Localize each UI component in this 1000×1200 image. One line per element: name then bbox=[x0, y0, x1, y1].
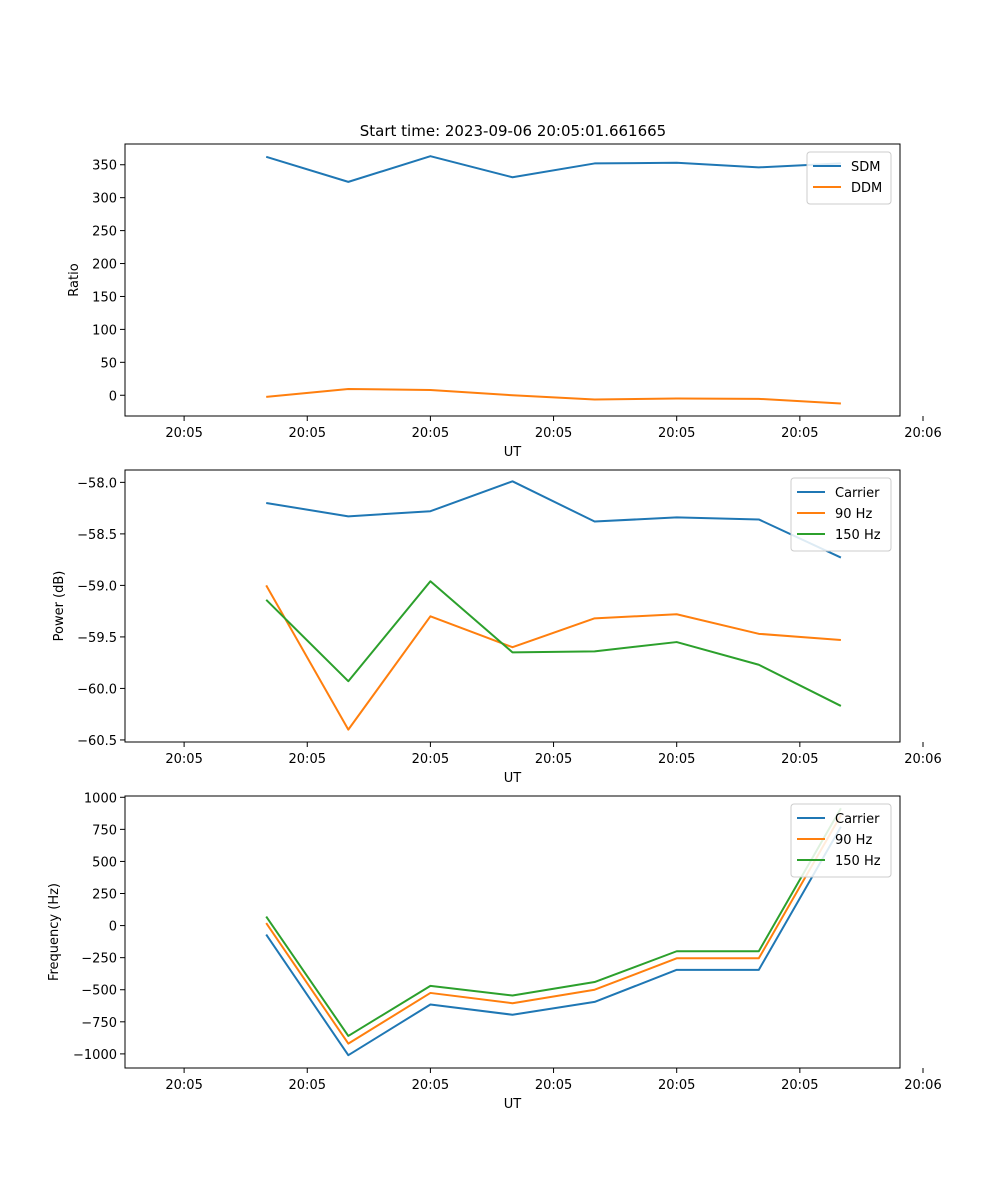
x-tick-label: 20:05 bbox=[535, 1078, 572, 1093]
y-tick-label: −60.5 bbox=[77, 734, 117, 749]
legend-label-ddm: DDM bbox=[851, 181, 882, 196]
y-tick-label: 750 bbox=[92, 823, 117, 838]
y-tick-label: −58.0 bbox=[77, 476, 117, 491]
y-tick-label: 350 bbox=[92, 159, 117, 174]
series-line-150-hz bbox=[265, 580, 842, 707]
y-tick-label: 250 bbox=[92, 888, 117, 903]
series-line-ddm bbox=[266, 388, 841, 405]
series-line-carrier bbox=[266, 480, 842, 559]
y-tick-label: −58.5 bbox=[77, 528, 117, 543]
y-tick-label: 100 bbox=[92, 323, 117, 338]
legend: Carrier 90 Hz 150 Hz bbox=[790, 477, 892, 552]
axes-frame bbox=[124, 469, 901, 743]
x-tick-label: 20:06 bbox=[904, 426, 941, 441]
x-tick-label: 20:05 bbox=[289, 1078, 326, 1093]
y-tick-label: −750 bbox=[81, 1016, 117, 1031]
series-line-sdm bbox=[265, 155, 841, 183]
x-tick-label: 20:05 bbox=[412, 426, 449, 441]
legend-label-carrier: Carrier bbox=[835, 486, 880, 501]
x-axis-label: UT bbox=[504, 771, 522, 786]
legend-label-carrier: Carrier bbox=[835, 812, 880, 827]
x-tick-label: 20:05 bbox=[658, 1078, 695, 1093]
y-tick-label: −59.0 bbox=[77, 579, 117, 594]
x-tick-label: 20:05 bbox=[781, 752, 818, 767]
y-tick-label: −59.5 bbox=[77, 631, 117, 646]
x-axis-label: UT bbox=[504, 445, 522, 460]
legend: Carrier 90 Hz 150 Hz bbox=[790, 803, 892, 878]
x-tick-label: 20:06 bbox=[904, 1078, 941, 1093]
x-tick-label: 20:05 bbox=[165, 752, 202, 767]
y-tick-label: −1000 bbox=[73, 1048, 117, 1063]
y-tick-label: −250 bbox=[81, 952, 117, 967]
legend-label-sdm: SDM bbox=[851, 160, 880, 175]
y-tick-label: 0 bbox=[109, 920, 117, 935]
axes-frame bbox=[124, 143, 901, 417]
y-axis-label: Ratio bbox=[67, 263, 82, 296]
x-tick-label: 20:05 bbox=[535, 426, 572, 441]
series-line-90-hz bbox=[265, 584, 841, 731]
axes-frame bbox=[124, 795, 901, 1069]
y-tick-label: 500 bbox=[92, 855, 117, 870]
y-tick-label: −500 bbox=[81, 984, 117, 999]
y-tick-label: 300 bbox=[92, 192, 117, 207]
x-tick-label: 20:05 bbox=[535, 752, 572, 767]
y-tick-label: 250 bbox=[92, 225, 117, 240]
y-tick-label: 0 bbox=[109, 389, 117, 404]
frequency-subplot: 20:05 20:05 20:05 20:05 20:05 20:05 20:06 −1000… bbox=[47, 791, 942, 1112]
x-tick-label: 20:05 bbox=[781, 426, 818, 441]
y-tick-label: −60.0 bbox=[77, 682, 117, 697]
series-line-150-hz bbox=[265, 807, 842, 1037]
legend-label-150-hz: 150 Hz bbox=[835, 854, 881, 869]
x-tick-label: 20:05 bbox=[165, 1078, 202, 1093]
legend-box bbox=[790, 803, 892, 878]
legend: SDM DDM bbox=[806, 151, 892, 205]
series-line-carrier bbox=[265, 826, 842, 1057]
y-axis-label: Frequency (Hz) bbox=[47, 883, 62, 981]
x-tick-label: 20:05 bbox=[658, 426, 695, 441]
figure-title: Start time: 2023-09-06 20:05:01.661665 bbox=[360, 122, 666, 140]
y-tick-label: 200 bbox=[92, 258, 117, 273]
y-tick-label: 50 bbox=[100, 356, 117, 371]
x-tick-label: 20:05 bbox=[412, 1078, 449, 1093]
x-tick-label: 20:05 bbox=[289, 752, 326, 767]
x-tick-label: 20:05 bbox=[412, 752, 449, 767]
y-axis-label: Power (dB) bbox=[52, 571, 67, 642]
x-axis-label: UT bbox=[504, 1097, 522, 1112]
power-subplot: 20:05 20:05 20:05 20:05 20:05 20:05 20:06 −60.5… bbox=[52, 469, 942, 786]
legend-label-90-hz: 90 Hz bbox=[835, 833, 872, 848]
series-line-90-hz bbox=[265, 814, 842, 1045]
y-tick-label: 150 bbox=[92, 290, 117, 305]
x-tick-label: 20:05 bbox=[781, 1078, 818, 1093]
x-tick-label: 20:05 bbox=[658, 752, 695, 767]
x-tick-label: 20:05 bbox=[289, 426, 326, 441]
x-tick-label: 20:05 bbox=[165, 426, 202, 441]
x-tick-label: 20:06 bbox=[904, 752, 941, 767]
legend-box bbox=[790, 477, 892, 552]
legend-label-150-hz: 150 Hz bbox=[835, 528, 881, 543]
ratio-subplot: 20:05 20:05 20:05 20:05 20:05 20:05 20:06 0 50 10… bbox=[67, 143, 942, 460]
legend-label-90-hz: 90 Hz bbox=[835, 507, 872, 522]
y-tick-label: 1000 bbox=[84, 791, 117, 806]
